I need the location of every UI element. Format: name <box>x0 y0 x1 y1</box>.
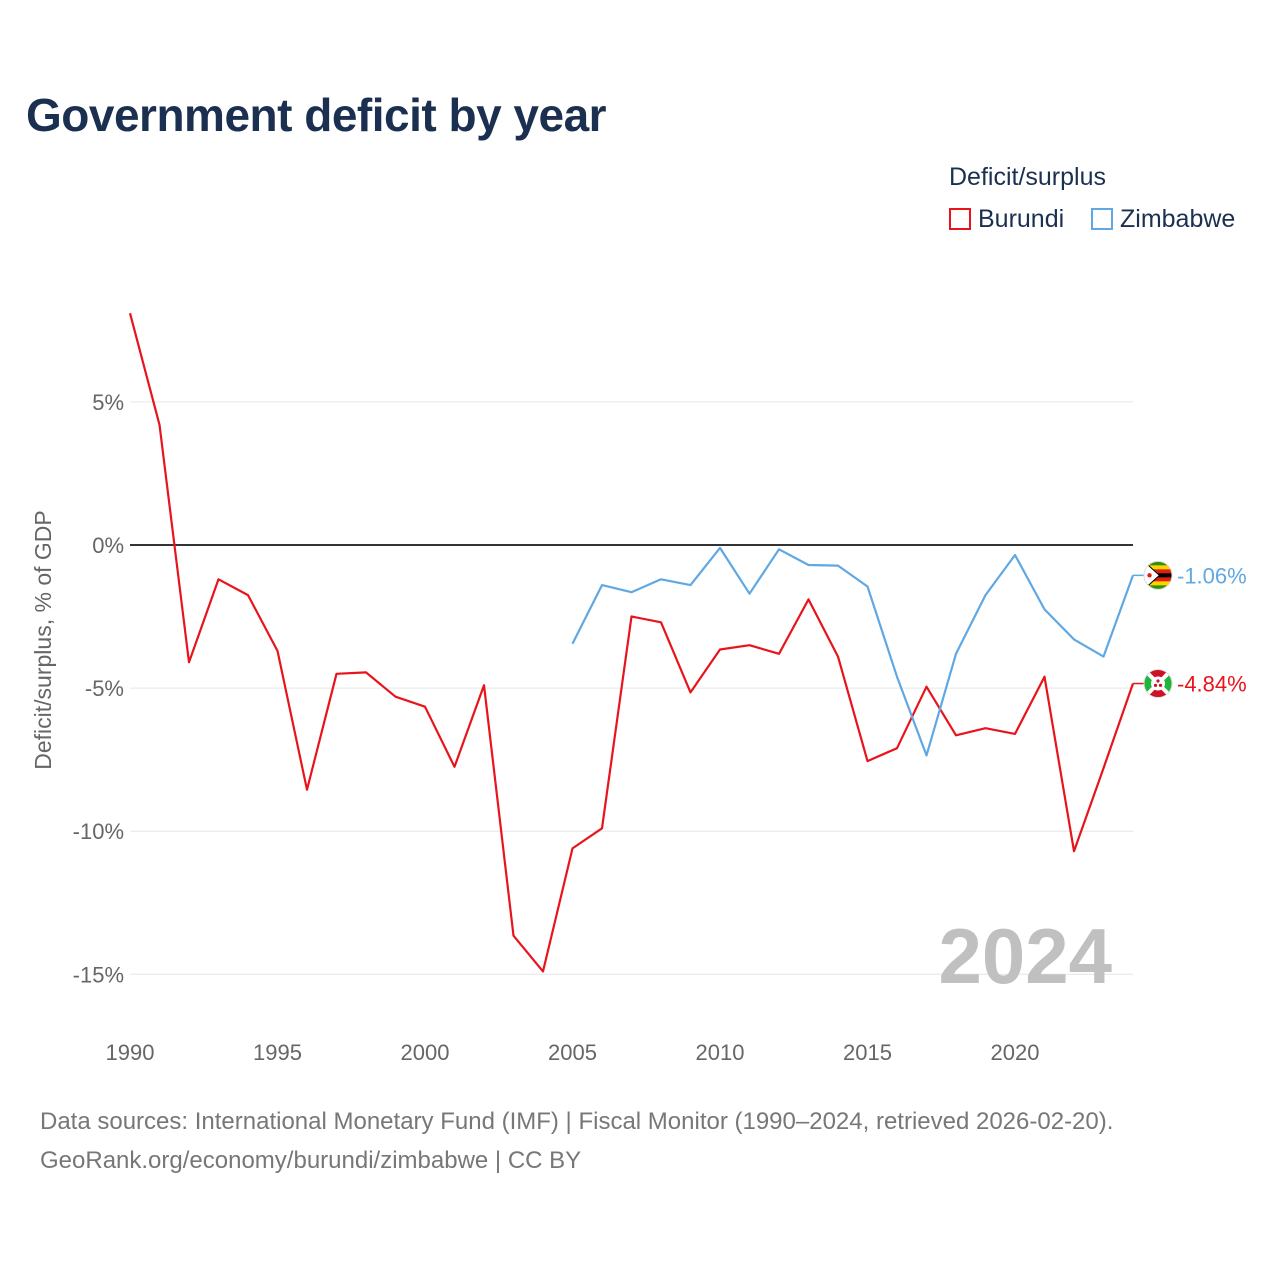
x-tick-label: 2020 <box>991 1040 1040 1065</box>
x-tick-label: 2000 <box>401 1040 450 1065</box>
y-tick-label: -15% <box>73 962 124 987</box>
zimbabwe-flag-icon <box>1143 560 1173 590</box>
end-value-label-burundi: -4.84% <box>1177 672 1247 697</box>
data-sources-note: Data sources: International Monetary Fun… <box>40 1108 1114 1135</box>
axes: 5% 0% -5% -10% -15% 1990 1995 2000 2005 2010 2015 2… <box>30 390 1133 1065</box>
series-line-zimbabwe <box>571 546 1135 757</box>
legend-swatch-burundi <box>949 208 971 230</box>
series-end-markers: -4.84% -1.06% <box>1133 560 1247 699</box>
y-tick-label: -10% <box>73 819 124 844</box>
x-tick-label: 2005 <box>548 1040 597 1065</box>
x-tick-label: 1990 <box>106 1040 155 1065</box>
y-axis-title: Deficit/surplus, % of GDP <box>30 510 56 769</box>
legend-swatch-zimbabwe <box>1091 208 1113 230</box>
x-tick-label: 2015 <box>843 1040 892 1065</box>
series-line-burundi <box>128 312 1135 973</box>
x-tick-label: 1995 <box>253 1040 302 1065</box>
gridlines <box>130 401 1133 975</box>
legend-item-burundi[interactable]: Burundi <box>949 204 1064 234</box>
y-tick-label: 0% <box>92 533 124 558</box>
x-tick-label: 2010 <box>696 1040 745 1065</box>
legend-label-zimbabwe: Zimbabwe <box>1120 204 1236 233</box>
series-lines <box>128 312 1135 973</box>
year-watermark: 2024 <box>938 912 1112 1000</box>
chart-title: Government deficit by year <box>26 89 607 141</box>
legend-item-zimbabwe[interactable]: Zimbabwe <box>1091 204 1235 234</box>
end-value-label-zimbabwe: -1.06% <box>1177 563 1247 588</box>
y-tick-label: -5% <box>85 676 124 701</box>
y-tick-label: 5% <box>92 390 124 415</box>
burundi-flag-icon <box>1143 669 1173 699</box>
legend-label-burundi: Burundi <box>978 204 1065 233</box>
legend-title: Deficit/surplus <box>949 163 1106 191</box>
credit-link[interactable]: GeoRank.org/economy/burundi/zimbabwe | C… <box>40 1147 582 1174</box>
